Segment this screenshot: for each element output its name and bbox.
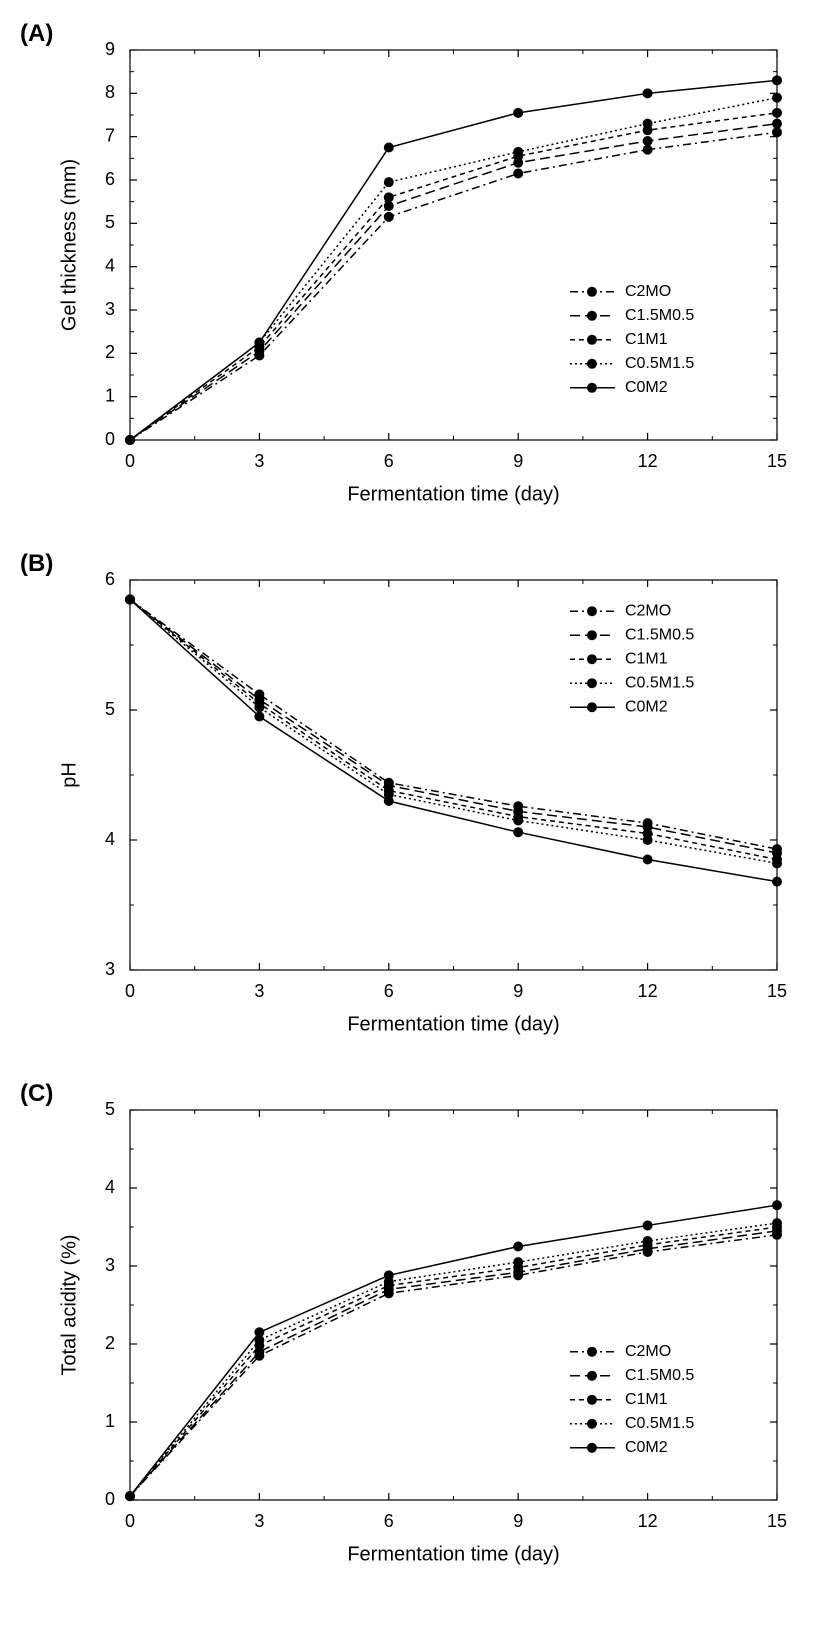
chart-svg-C: 03691215012345Fermentation time (day)Tot…: [20, 1080, 807, 1580]
svg-text:15: 15: [767, 451, 787, 471]
svg-text:Total acidity (%): Total acidity (%): [58, 1234, 80, 1375]
svg-text:C0M2: C0M2: [625, 379, 668, 396]
svg-text:6: 6: [384, 451, 394, 471]
svg-text:C1.5M0.5: C1.5M0.5: [625, 307, 694, 324]
svg-text:C2MO: C2MO: [625, 283, 671, 300]
svg-text:C0.5M1.5: C0.5M1.5: [625, 674, 694, 691]
chart-svg-B: 036912153456Fermentation time (day)pHC2M…: [20, 550, 807, 1050]
svg-text:12: 12: [638, 451, 658, 471]
panel-A: (A)036912150123456789Fermentation time (…: [20, 20, 807, 520]
svg-text:C1.5M0.5: C1.5M0.5: [625, 626, 694, 643]
svg-text:9: 9: [105, 39, 115, 59]
svg-text:C1M1: C1M1: [625, 650, 668, 667]
svg-text:3: 3: [254, 451, 264, 471]
svg-text:0: 0: [125, 981, 135, 1001]
svg-text:C0.5M1.5: C0.5M1.5: [625, 1415, 694, 1432]
svg-text:3: 3: [105, 299, 115, 319]
svg-text:3: 3: [254, 981, 264, 1001]
svg-text:1: 1: [105, 385, 115, 405]
svg-text:C1.5M0.5: C1.5M0.5: [625, 1367, 694, 1384]
svg-text:8: 8: [105, 82, 115, 102]
svg-text:C2MO: C2MO: [625, 1343, 671, 1360]
svg-text:1: 1: [105, 1411, 115, 1431]
svg-text:12: 12: [638, 981, 658, 1001]
svg-text:Fermentation time (day): Fermentation time (day): [347, 1543, 559, 1565]
panel-C: (C)03691215012345Fermentation time (day)…: [20, 1080, 807, 1580]
svg-text:C0.5M1.5: C0.5M1.5: [625, 355, 694, 372]
svg-text:9: 9: [513, 981, 523, 1001]
svg-text:4: 4: [105, 829, 115, 849]
svg-text:0: 0: [105, 429, 115, 449]
svg-text:5: 5: [105, 212, 115, 232]
svg-text:0: 0: [125, 451, 135, 471]
svg-text:6: 6: [105, 569, 115, 589]
chart-svg-A: 036912150123456789Fermentation time (day…: [20, 20, 807, 520]
svg-text:7: 7: [105, 125, 115, 145]
svg-text:12: 12: [638, 1511, 658, 1531]
svg-text:pH: pH: [58, 762, 80, 788]
svg-text:6: 6: [384, 1511, 394, 1531]
svg-text:3: 3: [105, 959, 115, 979]
svg-text:15: 15: [767, 981, 787, 1001]
svg-text:4: 4: [105, 255, 115, 275]
svg-text:3: 3: [105, 1255, 115, 1275]
svg-text:4: 4: [105, 1177, 115, 1197]
svg-text:15: 15: [767, 1511, 787, 1531]
figure-container: (A)036912150123456789Fermentation time (…: [20, 20, 807, 1580]
svg-text:9: 9: [513, 451, 523, 471]
svg-text:Fermentation time (day): Fermentation time (day): [347, 1013, 559, 1035]
svg-text:9: 9: [513, 1511, 523, 1531]
panel-B: (B)036912153456Fermentation time (day)pH…: [20, 550, 807, 1050]
panel-label-A: (A): [20, 20, 53, 48]
svg-text:C1M1: C1M1: [625, 1391, 668, 1408]
svg-text:5: 5: [105, 699, 115, 719]
svg-text:Gel thickness (mm): Gel thickness (mm): [58, 159, 80, 331]
svg-text:C2MO: C2MO: [625, 602, 671, 619]
svg-text:Fermentation time (day): Fermentation time (day): [347, 483, 559, 505]
panel-label-B: (B): [20, 550, 53, 578]
svg-text:2: 2: [105, 342, 115, 362]
svg-text:6: 6: [105, 169, 115, 189]
svg-text:2: 2: [105, 1333, 115, 1353]
svg-text:0: 0: [105, 1489, 115, 1509]
svg-text:C0M2: C0M2: [625, 698, 668, 715]
svg-text:C1M1: C1M1: [625, 331, 668, 348]
svg-text:3: 3: [254, 1511, 264, 1531]
svg-text:6: 6: [384, 981, 394, 1001]
svg-text:5: 5: [105, 1099, 115, 1119]
svg-text:C0M2: C0M2: [625, 1439, 668, 1456]
svg-text:0: 0: [125, 1511, 135, 1531]
panel-label-C: (C): [20, 1080, 53, 1108]
